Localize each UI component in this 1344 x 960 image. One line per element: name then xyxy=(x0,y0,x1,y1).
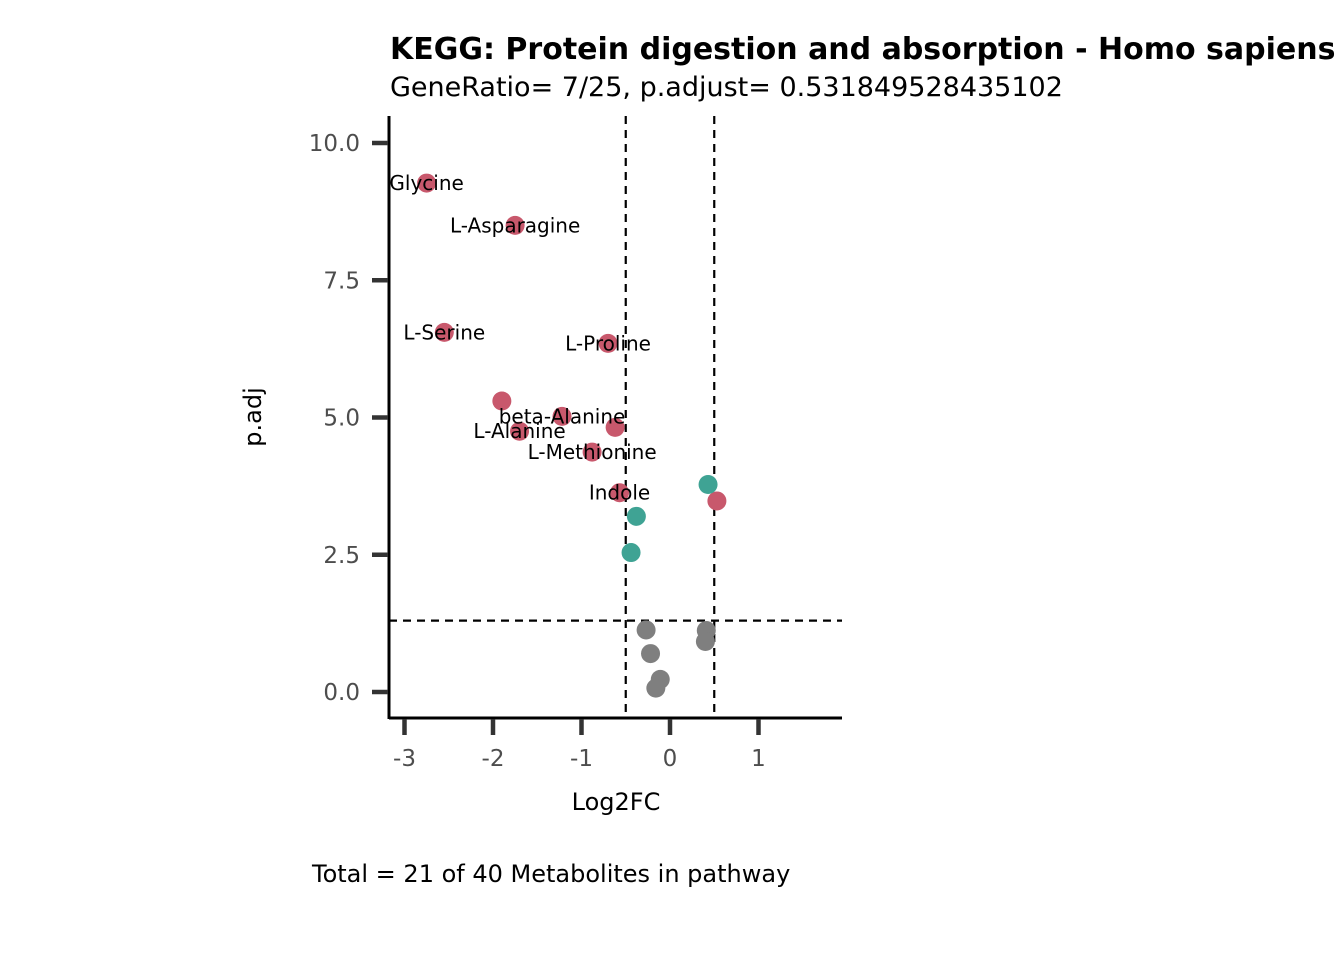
data-point xyxy=(598,333,618,353)
data-point xyxy=(621,543,641,563)
point-label: L-Asparagine xyxy=(450,213,580,237)
x-tick-label: -3 xyxy=(393,746,416,772)
data-point xyxy=(610,483,630,503)
y-tick-label: 2.5 xyxy=(323,543,360,569)
data-point xyxy=(505,215,525,235)
data-point xyxy=(626,506,646,526)
points xyxy=(417,173,727,698)
y-tick-label: 0.0 xyxy=(323,680,360,706)
point-label: Indole xyxy=(589,481,650,505)
data-point xyxy=(492,391,512,411)
y-tick-label: 10.0 xyxy=(309,131,360,157)
x-tick-label: -1 xyxy=(570,746,593,772)
data-point xyxy=(417,173,437,193)
point-label: Glycine xyxy=(389,171,463,195)
chart-caption: Total = 21 of 40 Metabolites in pathway xyxy=(312,860,791,888)
data-point xyxy=(582,442,602,462)
x-tick-label: -2 xyxy=(482,746,505,772)
data-point xyxy=(641,644,661,664)
point-label: L-Serine xyxy=(403,320,485,344)
data-point xyxy=(707,491,727,511)
data-point xyxy=(510,421,530,441)
data-point xyxy=(605,417,625,437)
data-point xyxy=(646,678,666,698)
axes xyxy=(387,116,842,720)
point-label: L-Proline xyxy=(565,331,651,355)
y-axis-label: p.adj xyxy=(239,387,267,446)
data-point xyxy=(698,474,718,494)
x-tick-label: 0 xyxy=(663,746,678,772)
chart-subtitle: GeneRatio= 7/25, p.adjust= 0.53184952843… xyxy=(390,72,1063,103)
threshold-lines xyxy=(389,116,842,718)
y-tick-label: 7.5 xyxy=(323,268,360,294)
point-label: L-Alanine xyxy=(473,419,565,443)
data-point xyxy=(552,406,572,426)
point-labels: Glycine L-Asparagine L-Serine L-Proline beta… xyxy=(389,171,656,505)
data-point xyxy=(695,631,715,651)
chart-title: KEGG: Protein digestion and absorption -… xyxy=(390,32,1336,67)
x-axis-label: Log2FC xyxy=(572,788,661,816)
data-point xyxy=(636,620,656,640)
x-tick-label: 1 xyxy=(751,746,766,772)
y-tick-label: 5.0 xyxy=(323,406,360,432)
point-label: beta-Alanine xyxy=(499,404,626,428)
point-label: L-Methionine xyxy=(528,440,657,464)
ticks: -3 -2 -1 0 10.02.55.07.510.0 xyxy=(309,131,766,772)
data-point xyxy=(434,322,454,342)
